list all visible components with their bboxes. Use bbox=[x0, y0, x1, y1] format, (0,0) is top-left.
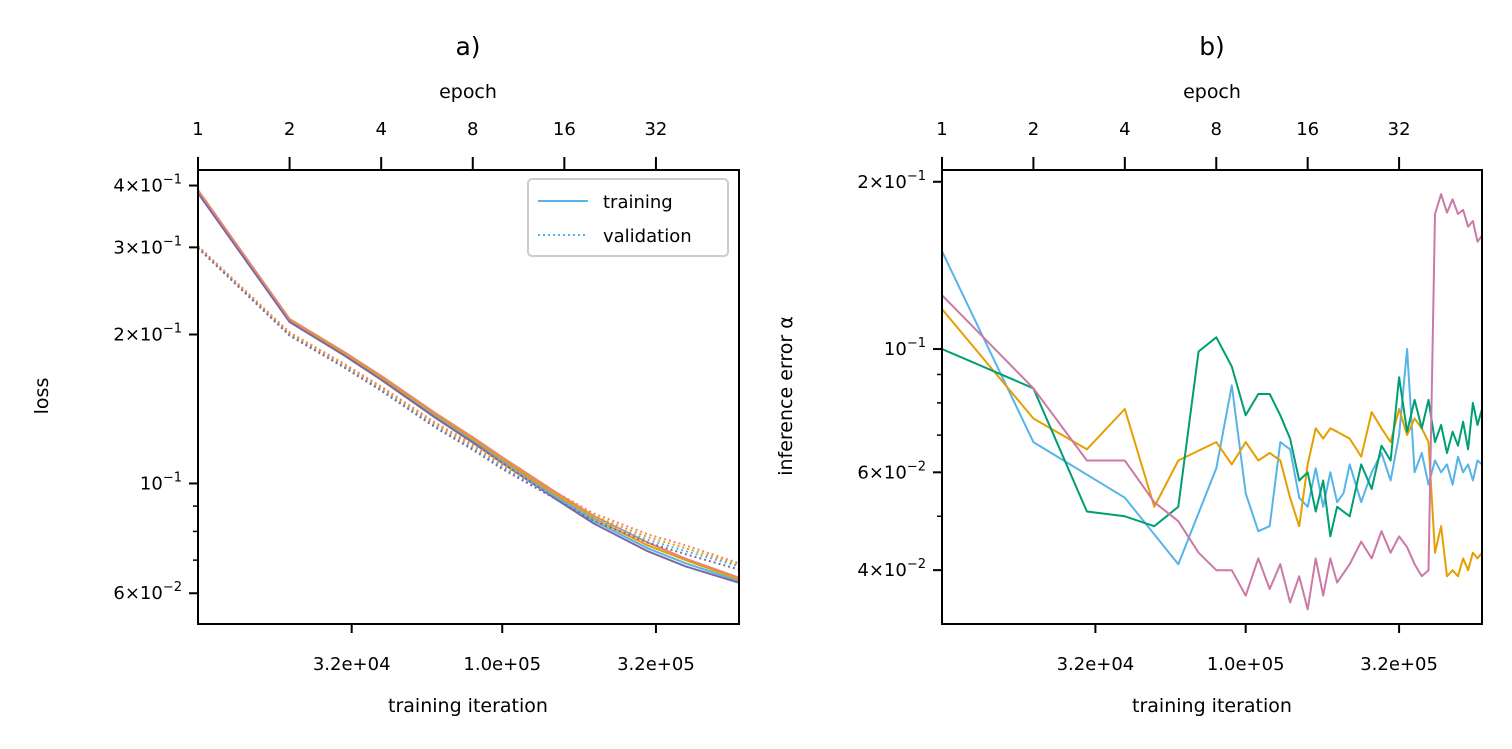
legend-training-label: training bbox=[603, 192, 673, 213]
panel-a-top-axis-label: epoch bbox=[439, 81, 497, 103]
panel-b-inference-error-chart: b) epoch training iteration inference er… bbox=[775, 32, 1483, 717]
panel-a-top-tick-label: 2 bbox=[284, 119, 295, 140]
panel-b-series-line-1 bbox=[942, 308, 1482, 578]
panel-a-y-tick-label: 4×10−1 bbox=[113, 173, 182, 197]
panel-a-legend: training validation bbox=[527, 178, 729, 257]
panel-b-series-line-3 bbox=[942, 193, 1482, 611]
panel-a-series-line-validation-6 bbox=[198, 247, 739, 571]
panel-b-series-line-2 bbox=[942, 336, 1482, 538]
panel-a-top-tick-label: 1 bbox=[192, 119, 203, 140]
panel-a-y-tick-label: 6×10−2 bbox=[113, 580, 182, 604]
panel-a-top-tick-label: 16 bbox=[553, 119, 576, 140]
panel-a-series-line-3 bbox=[198, 189, 739, 579]
panel-b-x-tick-label: 3.2e+04 bbox=[1057, 654, 1135, 675]
panel-a-top-tick-label: 8 bbox=[467, 119, 478, 140]
panel-a-series-line-validation-5 bbox=[198, 245, 739, 566]
legend-frame bbox=[527, 178, 729, 257]
panel-a-x-tick-label: 3.2e+05 bbox=[617, 654, 695, 675]
panel-a-top-tick-label: 4 bbox=[375, 119, 386, 140]
panel-b-title: b) bbox=[1199, 32, 1225, 61]
panel-a-y-tick-label: 2×10−1 bbox=[113, 322, 182, 346]
panel-a-loss-chart: a) epoch training iteration loss 3.2e+04… bbox=[31, 32, 740, 717]
panel-b-axes-frame bbox=[941, 169, 1483, 625]
panel-b-top-tick-label: 4 bbox=[1119, 119, 1130, 140]
panel-a-axes-frame bbox=[197, 169, 740, 625]
panel-a-x-tick-label: 1.0e+05 bbox=[463, 654, 541, 675]
panel-a-plot-area: 3.2e+04 1.0e+05 3.2e+05 1 2 4 8 16 32 4×10−1 3×10−… bbox=[113, 119, 740, 675]
panel-b-x-tick-label: 3.2e+05 bbox=[1360, 654, 1438, 675]
panel-b-top-axis-label: epoch bbox=[1183, 81, 1241, 103]
panel-a-x-axis-label: training iteration bbox=[388, 695, 548, 717]
legend-validation-label: validation bbox=[603, 226, 692, 247]
panel-b-series-group bbox=[942, 193, 1482, 611]
panel-b-y-tick-label: 2×10−1 bbox=[857, 169, 926, 193]
panel-a-x-tick-label: 3.2e+04 bbox=[313, 654, 391, 675]
panel-a-series-group bbox=[198, 189, 739, 584]
panel-a-y-axis-label: loss bbox=[31, 378, 53, 415]
panel-b-y-tick-label: 10−1 bbox=[884, 336, 926, 360]
panel-b-x-tick-label: 1.0e+05 bbox=[1207, 654, 1285, 675]
panel-a-series-line-validation-7 bbox=[198, 245, 739, 565]
panel-b-top-tick-label: 16 bbox=[1296, 119, 1319, 140]
panel-a-series-line-validation-4 bbox=[198, 246, 739, 568]
panel-b-y-axis-label: inference error α bbox=[775, 316, 797, 476]
panel-b-top-tick-label: 8 bbox=[1211, 119, 1222, 140]
panel-b-top-tick-label: 1 bbox=[936, 119, 947, 140]
panel-a-top-tick-label: 32 bbox=[644, 119, 667, 140]
panel-b-y-tick-label: 4×10−2 bbox=[857, 557, 926, 581]
panel-b-y-tick-label: 6×10−2 bbox=[857, 459, 926, 483]
panel-b-series-line-0 bbox=[942, 250, 1482, 566]
panel-b-top-tick-label: 32 bbox=[1388, 119, 1411, 140]
panel-a-title: a) bbox=[455, 32, 480, 61]
panel-a-y-tick-label: 10−1 bbox=[140, 470, 182, 494]
panel-b-top-tick-label: 2 bbox=[1028, 119, 1039, 140]
panel-a-series-line-2 bbox=[198, 192, 739, 584]
panel-b-plot-area: 3.2e+04 1.0e+05 3.2e+05 1 2 4 8 16 32 2×10−1 10−1 6… bbox=[857, 119, 1483, 675]
panel-b-x-axis-label: training iteration bbox=[1132, 695, 1292, 717]
panel-a-y-tick-label: 3×10−1 bbox=[113, 234, 182, 258]
